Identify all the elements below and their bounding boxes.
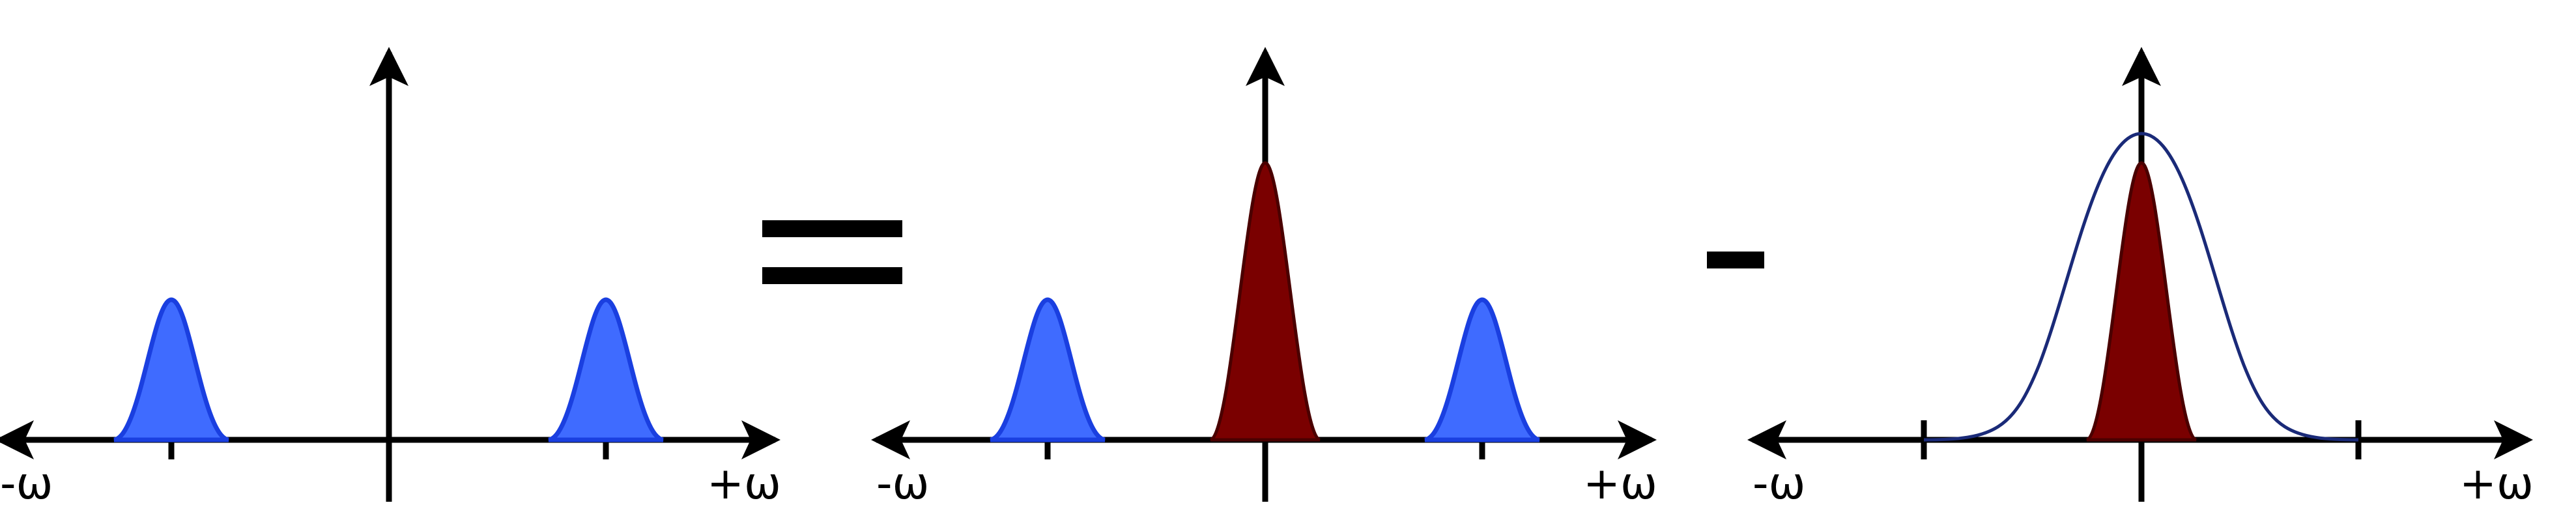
minus-sign bbox=[1707, 252, 1764, 268]
label-negative-omega: -ω bbox=[1753, 458, 1805, 505]
baseband-spike bbox=[2085, 161, 2197, 442]
label-positive-omega: +ω bbox=[1583, 458, 1657, 505]
equals-sign bbox=[762, 220, 902, 284]
panel-baseband-filter: -ω +ω bbox=[1747, 47, 2534, 505]
filter-response-curve bbox=[1923, 132, 2359, 442]
panel-original-spectrum: -ω +ω bbox=[0, 47, 781, 505]
label-negative-omega: -ω bbox=[0, 458, 53, 505]
sideband-positive bbox=[547, 297, 665, 442]
sideband-negative bbox=[989, 297, 1106, 442]
panel-combined-spectrum: -ω +ω bbox=[871, 47, 1657, 505]
label-positive-omega: +ω bbox=[707, 458, 781, 505]
sideband-positive bbox=[1424, 297, 1541, 442]
label-negative-omega: -ω bbox=[876, 458, 929, 505]
label-positive-omega: +ω bbox=[2459, 458, 2534, 505]
sideband-negative bbox=[113, 297, 230, 442]
baseband-spike bbox=[1209, 161, 1321, 442]
